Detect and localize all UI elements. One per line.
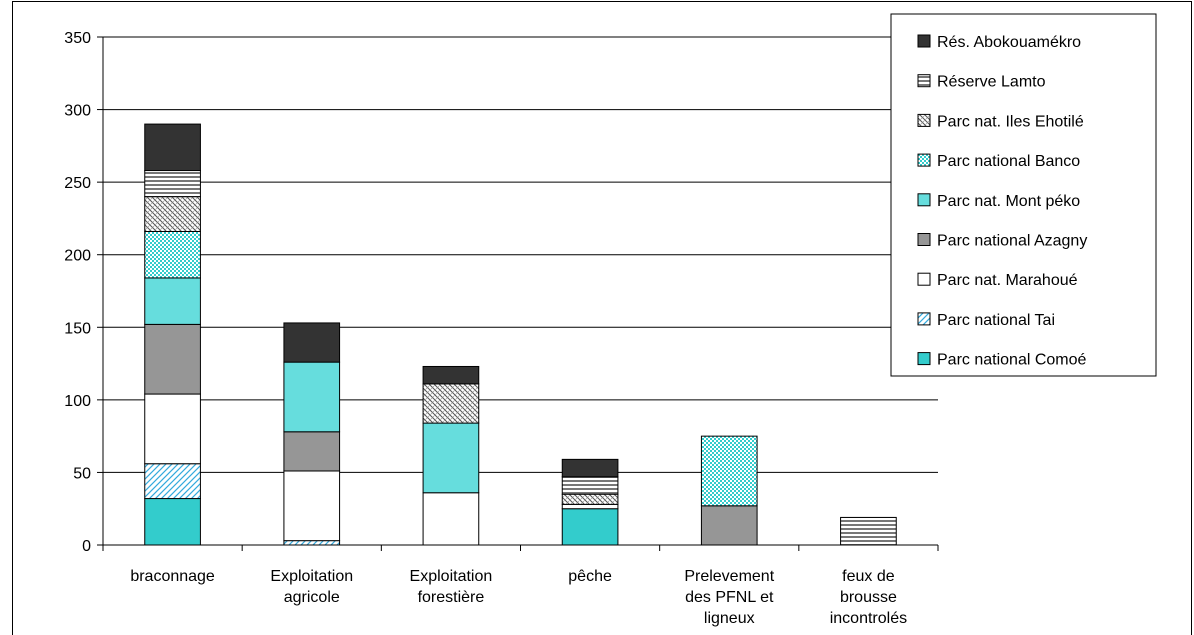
x-tick-label-line: forestière [418,589,485,606]
bar-segment [561,476,619,495]
bar-segment [144,498,201,546]
legend-label: Parc national Azagny [937,233,1087,250]
bar-segment [700,435,758,507]
chart-frame [12,1,1192,635]
bar-segment [561,493,619,505]
y-tick-label: 300 [64,103,91,120]
x-tick-label: Exploitation agricole [270,568,353,606]
legend-swatch [917,272,931,286]
x-tick-label-line: des PFNL et [685,589,774,606]
bar-segment [422,365,480,385]
x-tick-label: braconnage [130,568,215,585]
legend-label: Parc nat. Marahoué [937,272,1078,289]
legend-label: Rés. Abokouamékro [937,34,1081,51]
gridlines [103,36,938,473]
legend-swatch [917,312,931,326]
bar-segment [422,422,480,494]
bar-segment [144,123,201,172]
y-tick-label: 200 [64,248,91,265]
legend-box [890,13,1157,377]
bar-segment [840,516,897,546]
x-tick-label-line: Exploitation [270,568,353,585]
legend-swatch [917,74,931,88]
bar-segment [283,322,341,363]
x-tick-label-line: Prelevement [684,568,774,585]
legend-label: Réserve Lamto [937,74,1046,91]
bar-segment [144,277,201,325]
x-tick-label-line: incontrolés [830,610,907,627]
x-tick-label-line: Exploitation [410,568,493,585]
bar-segment [144,230,201,279]
y-tick-label: 350 [64,30,91,47]
y-tick-label: 0 [82,538,91,555]
legend-label: Parc national Tai [937,312,1055,329]
tick-labels: 0 50 100 150 200 250 300 350 braconnage Exploitat… [64,30,907,627]
bar-segment [700,505,758,546]
legend: Rés. Abokouamékro Réserve Lamto Parc nat. … [890,13,1157,377]
legend-swatch [917,352,931,366]
y-tick-label: 150 [64,320,91,337]
bar-segment [283,431,341,472]
y-tick-label: 50 [73,465,91,482]
bar-segment [422,383,480,424]
legend-label: Parc national Banco [937,153,1080,170]
legend-swatch [917,153,931,167]
bar-segment [144,463,201,500]
legend-label: Parc national Comoé [937,352,1087,369]
bar-segment [144,170,201,198]
bar-segment [144,393,201,465]
bars [144,123,897,546]
x-tick-label: Prelevement des PFNL et ligneux [684,568,774,627]
legend-swatch [917,34,931,48]
x-tick-label-line: braconnage [130,568,215,585]
bar-segment [144,196,201,232]
bar-segment [422,492,480,546]
bar-segment [283,361,341,433]
bar-segment [283,470,341,542]
x-tick-label: Exploitation forestière [410,568,493,606]
axes [97,36,939,551]
bar-segment [144,323,201,395]
bar-segment [561,508,619,546]
legend-swatch [917,193,931,207]
legend-label: Parc nat. Mont péko [937,193,1080,210]
legend-label: Parc nat. Iles Ehotilé [937,113,1084,130]
x-tick-label-line: ligneux [704,610,755,627]
y-tick-label: 250 [64,175,91,192]
x-tick-label-line: feux de [842,568,895,585]
x-tick-label: pêche [568,568,612,585]
bar-segment [283,540,341,546]
legend-swatch [917,113,931,127]
legend-swatch [917,233,931,246]
x-tick-label-line: pêche [568,568,612,585]
bar-segment [561,503,619,510]
x-tick-label-line: brousse [840,589,897,606]
y-tick-label: 100 [64,393,91,410]
x-tick-label-line: agricole [284,589,340,606]
x-tick-label: feux de brousse incontrolés [830,568,907,627]
bar-segment [561,458,619,478]
